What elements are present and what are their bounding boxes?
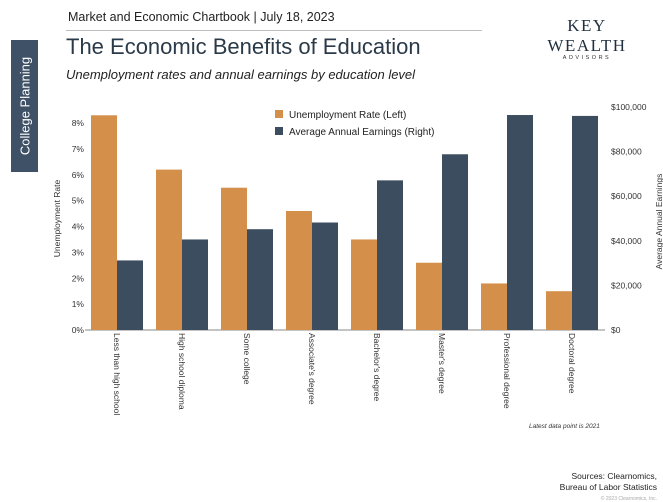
y-left-tick-label: 0% [72,325,85,335]
x-category-label: Doctoral degree [567,333,577,394]
y-left-tick-label: 4% [72,222,85,232]
x-category-label: Master's degree [437,333,447,394]
y-left-tick-label: 8% [72,118,85,128]
data-note: Latest data point is 2021 [529,423,600,430]
x-category-label: Bachelor's degree [372,333,382,402]
earnings-bar [442,154,468,330]
logo-main-text: KEY WEALTH [547,16,627,55]
y-right-tick-label: $60,000 [611,191,642,201]
chartbook-header: Market and Economic Chartbook | July 18,… [68,10,335,24]
y-right-axis-title: Average Annual Earnings [654,174,663,270]
earnings-bar [117,260,143,330]
header-divider [66,30,482,31]
earnings-bar [182,239,208,330]
x-category-label: Professional degree [502,333,512,409]
earnings-bar [247,229,273,330]
y-left-tick-label: 6% [72,170,85,180]
sources-line-1: Sources: Clearnomics, [571,471,657,481]
brand-logo: KEY WEALTH ADVISORS [532,16,642,61]
earnings-bar [507,115,533,330]
x-category-label: High school diploma [177,333,187,410]
y-left-tick-label: 2% [72,273,85,283]
y-left-tick-label: 3% [72,247,85,257]
x-category-label: Some college [242,333,252,385]
sources: Sources: Clearnomics, Bureau of Labor St… [560,471,657,493]
y-right-tick-label: $20,000 [611,280,642,290]
y-left-tick-label: 5% [72,196,85,206]
copyright: © 2023 Clearnomics, Inc. [600,496,657,502]
y-left-axis-title: Unemployment Rate [52,179,62,257]
unemployment-bar [221,187,247,330]
y-left-tick-label: 7% [72,144,85,154]
legend-swatch [275,110,283,118]
unemployment-bar [286,210,312,330]
sources-line-2: Bureau of Labor Statistics [559,482,657,492]
earnings-bar [377,180,403,330]
x-category-label: Associate's degree [307,333,317,405]
page-title: The Economic Benefits of Education [66,34,421,59]
section-tab: College Planning [11,40,38,172]
unemployment-bar [416,262,442,330]
unemployment-bar [156,169,182,330]
unemployment-bar [546,291,572,330]
x-category-label: Less than high school [112,333,122,415]
y-right-tick-label: $0 [611,325,621,335]
unemployment-bar [351,239,377,330]
unemployment-bar [481,283,507,330]
legend-label: Average Annual Earnings (Right) [289,127,434,138]
unemployment-bar [91,115,117,331]
page-subtitle: Unemployment rates and annual earnings b… [66,67,416,82]
y-right-tick-label: $80,000 [611,147,642,157]
y-right-tick-label: $100,000 [611,102,647,112]
y-left-tick-label: 1% [72,299,85,309]
legend-label: Unemployment Rate (Left) [289,110,406,121]
earnings-bar [572,115,598,330]
logo-sub-text: ADVISORS [562,55,612,61]
y-right-tick-label: $40,000 [611,236,642,246]
earnings-bar [312,222,338,330]
legend-swatch [275,127,283,135]
